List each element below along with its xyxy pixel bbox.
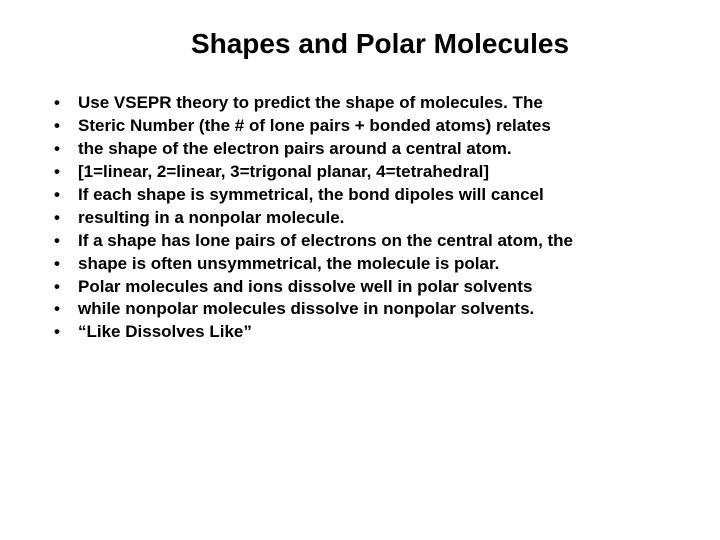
list-item: [1=linear, 2=linear, 3=trigonal planar, … bbox=[50, 161, 680, 184]
bullet-list: Use VSEPR theory to predict the shape of… bbox=[50, 92, 680, 344]
list-item: Polar molecules and ions dissolve well i… bbox=[50, 276, 680, 299]
list-item: Steric Number (the # of lone pairs + bon… bbox=[50, 115, 680, 138]
list-item: resulting in a nonpolar molecule. bbox=[50, 207, 680, 230]
list-item: If each shape is symmetrical, the bond d… bbox=[50, 184, 680, 207]
list-item: “Like Dissolves Like” bbox=[50, 321, 680, 344]
list-item: shape is often unsymmetrical, the molecu… bbox=[50, 253, 680, 276]
list-item: the shape of the electron pairs around a… bbox=[50, 138, 680, 161]
slide: Shapes and Polar Molecules Use VSEPR the… bbox=[0, 0, 720, 540]
list-item: If a shape has lone pairs of electrons o… bbox=[50, 230, 680, 253]
slide-title: Shapes and Polar Molecules bbox=[40, 28, 680, 60]
list-item: Use VSEPR theory to predict the shape of… bbox=[50, 92, 680, 115]
list-item: while nonpolar molecules dissolve in non… bbox=[50, 298, 680, 321]
